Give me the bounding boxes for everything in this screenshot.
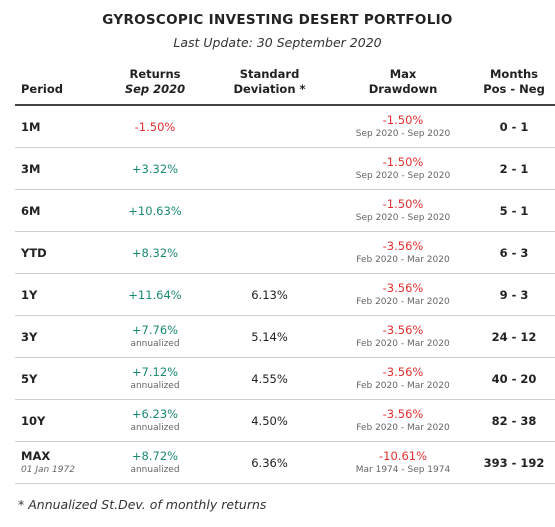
return-cell: +3.32% <box>104 147 206 190</box>
drawdown-cell: -3.56% Feb 2020 - Mar 2020 <box>333 231 473 274</box>
drawdown-cell: -10.61% Mar 1974 - Sep 1974 <box>333 441 473 484</box>
table-row: 5Y +7.12% annualized 4.55% -3.56% Feb 2020 - … <box>15 357 555 400</box>
return-cell: +8.32% <box>104 231 206 274</box>
table-row: YTD +8.32% -3.56% Feb 2020 - Mar 2020 6 - 3 <box>15 231 555 274</box>
period-cell: 1Y <box>15 273 104 316</box>
table-row: MAX 01 Jan 1972 +8.72% annualized 6.36% -10.6… <box>15 441 555 484</box>
months-cell: 40 - 20 <box>473 357 555 400</box>
stdev-cell: 5.14% <box>206 315 333 358</box>
period-cell: 5Y <box>15 357 104 400</box>
annualized-note: annualized <box>130 339 180 349</box>
drawdown-range: Feb 2020 - Mar 2020 <box>356 297 450 307</box>
months-cell: 2 - 1 <box>473 147 555 190</box>
page-title: GYROSCOPIC INVESTING DESERT PORTFOLIO <box>102 12 453 28</box>
drawdown-range: Mar 1974 - Sep 1974 <box>355 465 451 475</box>
header-months: Months Pos - Neg <box>473 60 555 106</box>
period-cell: 1M <box>15 105 104 148</box>
stdev-cell: 6.36% <box>206 441 333 484</box>
drawdown-range: Feb 2020 - Mar 2020 <box>356 423 450 433</box>
drawdown-range: Feb 2020 - Mar 2020 <box>356 381 450 391</box>
stdev-cell <box>206 189 333 232</box>
table-row: 3M +3.32% -1.50% Sep 2020 - Sep 2020 2 - 1 <box>15 147 555 190</box>
stdev-cell <box>206 105 333 148</box>
annualized-note: annualized <box>130 465 180 475</box>
drawdown-cell: -1.50% Sep 2020 - Sep 2020 <box>333 189 473 232</box>
months-cell: 5 - 1 <box>473 189 555 232</box>
drawdown-cell: -1.50% Sep 2020 - Sep 2020 <box>333 147 473 190</box>
months-cell: 6 - 3 <box>473 231 555 274</box>
period-cell: 10Y <box>15 399 104 442</box>
period-cell: MAX 01 Jan 1972 <box>15 441 104 484</box>
period-cell: 3Y <box>15 315 104 358</box>
months-cell: 9 - 3 <box>473 273 555 316</box>
drawdown-cell: -3.56% Feb 2020 - Mar 2020 <box>333 357 473 400</box>
drawdown-range: Feb 2020 - Mar 2020 <box>356 255 450 265</box>
header-stdev: Standard Deviation * <box>206 60 333 106</box>
return-cell: +7.76% annualized <box>104 315 206 358</box>
return-cell: +8.72% annualized <box>104 441 206 484</box>
drawdown-range: Feb 2020 - Mar 2020 <box>356 339 450 349</box>
return-cell: +6.23% annualized <box>104 399 206 442</box>
months-cell: 393 - 192 <box>473 441 555 484</box>
months-cell: 82 - 38 <box>473 399 555 442</box>
period-start-date: 01 Jan 1972 <box>21 465 75 475</box>
table-row: 6M +10.63% -1.50% Sep 2020 - Sep 2020 5 - 1 <box>15 189 555 232</box>
table-row: 3Y +7.76% annualized 5.14% -3.56% Feb 2020 - … <box>15 315 555 358</box>
stdev-cell: 4.50% <box>206 399 333 442</box>
stdev-cell <box>206 231 333 274</box>
drawdown-cell: -1.50% Sep 2020 - Sep 2020 <box>333 105 473 148</box>
header-period: Period <box>15 60 104 106</box>
return-cell: +7.12% annualized <box>104 357 206 400</box>
header-drawdown: Max Drawdown <box>333 60 473 106</box>
stdev-cell: 6.13% <box>206 273 333 316</box>
drawdown-range: Sep 2020 - Sep 2020 <box>355 213 451 223</box>
period-cell: 6M <box>15 189 104 232</box>
drawdown-range: Sep 2020 - Sep 2020 <box>355 171 451 181</box>
return-cell: +11.64% <box>104 273 206 316</box>
drawdown-range: Sep 2020 - Sep 2020 <box>355 129 451 139</box>
drawdown-cell: -3.56% Feb 2020 - Mar 2020 <box>333 315 473 358</box>
footnote: * Annualized St.Dev. of monthly returns <box>18 497 267 512</box>
annualized-note: annualized <box>130 381 180 391</box>
drawdown-cell: -3.56% Feb 2020 - Mar 2020 <box>333 273 473 316</box>
table-header-row: Period Returns Sep 2020 Standard Deviation… <box>15 60 555 106</box>
annualized-note: annualized <box>130 423 180 433</box>
stdev-cell <box>206 147 333 190</box>
table-row: 1Y +11.64% 6.13% -3.56% Feb 2020 - Mar 2020 9… <box>15 273 555 316</box>
drawdown-cell: -3.56% Feb 2020 - Mar 2020 <box>333 399 473 442</box>
last-update: Last Update: 30 September 2020 <box>173 35 382 50</box>
return-cell: +10.63% <box>104 189 206 232</box>
stdev-cell: 4.55% <box>206 357 333 400</box>
months-cell: 0 - 1 <box>473 105 555 148</box>
months-cell: 24 - 12 <box>473 315 555 358</box>
returns-table: Period Returns Sep 2020 Standard Deviation… <box>15 60 555 484</box>
period-cell: YTD <box>15 231 104 274</box>
table-row: 1M -1.50% -1.50% Sep 2020 - Sep 2020 0 - 1 <box>15 105 555 148</box>
table-row: 10Y +6.23% annualized 4.50% -3.56% Feb 2020 -… <box>15 399 555 442</box>
header-returns: Returns Sep 2020 <box>104 60 206 106</box>
return-cell: -1.50% <box>104 105 206 148</box>
period-cell: 3M <box>15 147 104 190</box>
